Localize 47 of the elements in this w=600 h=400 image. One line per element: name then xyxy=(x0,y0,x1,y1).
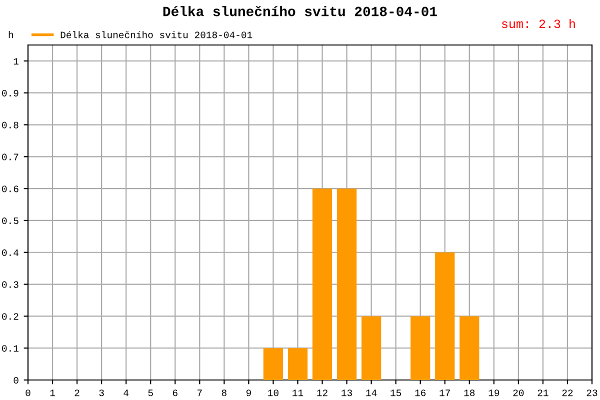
y-tick-label: 0.7 xyxy=(2,154,18,160)
bar xyxy=(361,316,382,380)
y-tick-label: 0.3 xyxy=(2,281,18,288)
bar xyxy=(263,348,284,380)
text: sum: 2.3 h xyxy=(502,18,575,28)
x-tick-label: 14 xyxy=(366,390,377,396)
x-tick-label: 23 xyxy=(586,390,598,396)
x-tick-label: 19 xyxy=(488,390,500,396)
x-tick-label: 18 xyxy=(464,390,475,396)
y-tick-label: 0.5 xyxy=(2,217,18,224)
bar xyxy=(312,188,332,380)
y-tick-label: 0.1 xyxy=(2,345,18,352)
x-tick-label: 13 xyxy=(342,390,352,396)
bar xyxy=(435,252,455,380)
x-tick-label: 5 xyxy=(148,390,153,396)
y-tick-label: 1 xyxy=(14,58,18,64)
x-tick-label: 11 xyxy=(292,390,304,396)
y-tick-label: 0.8 xyxy=(2,122,18,128)
y-tick-label: 0.9 xyxy=(2,90,18,96)
y-tick-label: 0.6 xyxy=(2,186,18,192)
x-tick-label: 15 xyxy=(390,390,402,396)
bar xyxy=(410,316,430,380)
x-tick-label: 4 xyxy=(124,390,129,396)
x-tick-label: 12 xyxy=(317,390,328,396)
x-tick-label: 21 xyxy=(538,390,548,396)
legend-label: Délka slunečního svitu 2018-04-01 xyxy=(60,31,252,38)
y-tick-label: 0.2 xyxy=(2,313,18,320)
x-tick-label: 1 xyxy=(50,390,55,396)
y-tick-label: 0.4 xyxy=(2,249,18,256)
x-tick-label: 3 xyxy=(99,390,104,396)
x-tick-label: 22 xyxy=(562,390,573,396)
x-tick-label: 10 xyxy=(268,390,278,396)
x-tick-label: 20 xyxy=(513,390,524,396)
x-tick-label: 8 xyxy=(222,390,226,396)
x-tick-label: 6 xyxy=(172,390,178,396)
x-tick-label: 9 xyxy=(246,390,251,396)
x-tick-label: 2 xyxy=(74,390,80,396)
x-tick-label: 17 xyxy=(440,390,450,396)
y-tick-label: 0 xyxy=(14,377,18,384)
bar xyxy=(288,348,308,380)
x-tick-label: 0 xyxy=(26,390,30,396)
y-axis-title: h xyxy=(8,30,13,38)
x-tick-label: 7 xyxy=(197,390,202,396)
chart-title: Délka slunečního svitu 2018-04-01 xyxy=(163,6,437,16)
bar xyxy=(336,188,357,380)
x-tick-label: 16 xyxy=(415,390,426,396)
bar xyxy=(460,316,480,380)
